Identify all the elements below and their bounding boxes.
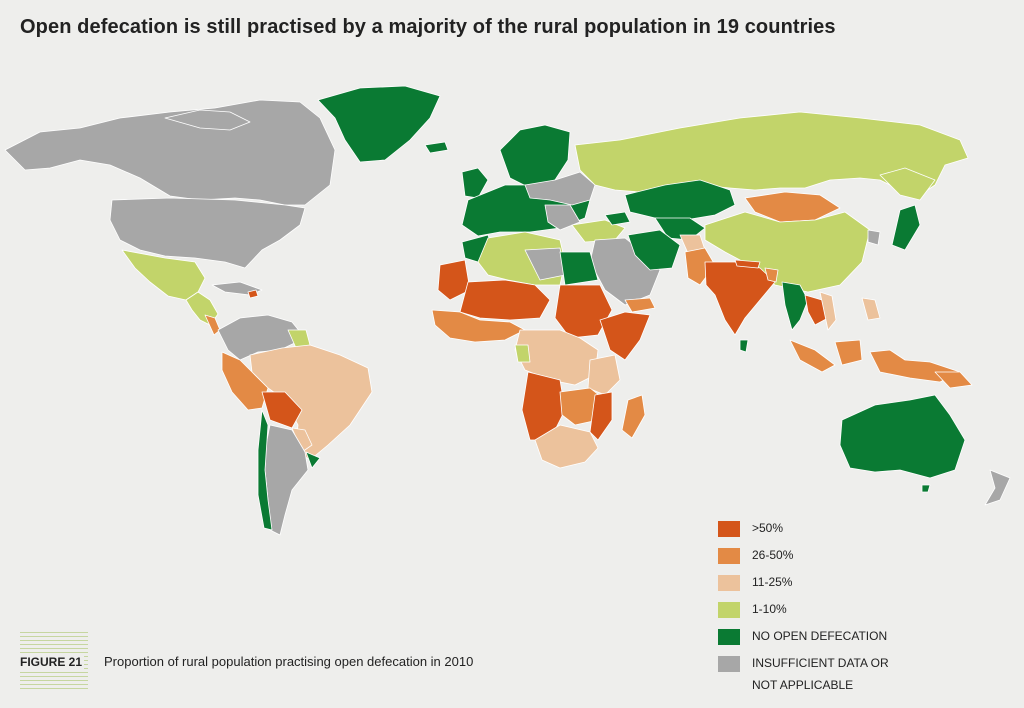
legend-item: NO OPEN DEFECATION: [718, 627, 1018, 647]
region-mozambique: [589, 391, 613, 441]
legend-item: 11-25%: [718, 573, 1018, 593]
legend-label: 1-10%: [752, 602, 787, 616]
region-madagascar: [621, 394, 646, 439]
region-chile: [257, 409, 273, 531]
figure-number: FIGURE 21: [20, 655, 85, 669]
region-bangladesh: [764, 267, 779, 283]
region-russia-east: [879, 167, 936, 201]
region-borneo: [834, 339, 863, 366]
region-kenya-tanzania: [587, 354, 621, 396]
legend-label: >50%: [752, 521, 784, 535]
legend-swatch: [718, 521, 740, 537]
region-caucasus: [604, 211, 631, 226]
region-china: [704, 211, 871, 293]
region-central-america-south: [204, 314, 221, 336]
region-sri-lanka: [739, 339, 749, 353]
legend-label: NO OPEN DEFECATION: [752, 629, 888, 643]
legend-label: 26-50%: [752, 548, 794, 562]
region-western-sahara: [437, 259, 471, 301]
region-scandinavia: [499, 124, 571, 189]
region-arctic-islands: [164, 109, 251, 131]
region-greenland: [317, 85, 441, 163]
legend-item: 1-10%: [718, 600, 1018, 620]
region-uruguay: [305, 451, 321, 469]
region-japan: [891, 204, 921, 251]
region-north-korea: [867, 229, 881, 246]
region-indonesia-west: [789, 339, 836, 373]
legend-item: INSUFFICIENT DATA OR NOT APPLICABLE: [718, 654, 1018, 694]
region-usa: [109, 197, 306, 269]
region-alaska-canada: [4, 99, 336, 206]
region-papua-new-guinea: [934, 371, 973, 389]
legend-label: INSUFFICIENT DATA OR: [752, 656, 889, 670]
page-title: Open defecation is still practised by a …: [20, 16, 836, 38]
legend-swatch: [718, 629, 740, 645]
region-bolivia: [261, 391, 303, 429]
region-iceland: [424, 141, 449, 154]
legend-swatch: [718, 656, 740, 672]
legend-swatch: [718, 548, 740, 564]
region-mongolia: [744, 191, 841, 223]
region-philippines: [861, 297, 881, 321]
region-kazakhstan: [624, 179, 736, 221]
figure-caption: Proportion of rural population practisin…: [104, 654, 474, 669]
region-new-zealand: [984, 469, 1011, 506]
region-myanmar-thailand: [781, 281, 809, 331]
region-sudan: [554, 284, 613, 339]
legend-label-line2: NOT APPLICABLE: [752, 678, 854, 692]
region-southern-africa: [534, 424, 599, 469]
region-iran: [627, 229, 681, 271]
region-australia: [839, 394, 966, 479]
legend-label: 11-25%: [752, 575, 793, 589]
region-ecuador-peru: [221, 351, 269, 411]
region-colombia-venezuela: [217, 314, 306, 361]
region-turkey: [571, 219, 626, 243]
region-egypt: [559, 251, 599, 286]
legend-item: 26-50%: [718, 546, 1018, 566]
region-nepal: [734, 259, 761, 269]
region-india: [704, 261, 776, 336]
region-gabon: [514, 344, 531, 363]
legend-swatch: [718, 602, 740, 618]
legend-swatch: [718, 575, 740, 591]
region-tasmania: [921, 484, 931, 493]
region-vietnam: [819, 291, 837, 331]
region-uk-ireland: [461, 167, 489, 199]
region-haiti: [247, 289, 259, 299]
region-west-africa: [431, 309, 526, 343]
region-mali-niger: [459, 279, 551, 321]
region-ethiopia-somalia: [599, 311, 651, 361]
region-eastern-europe: [524, 171, 596, 206]
region-yemen: [624, 297, 656, 313]
region-balkans: [544, 204, 581, 231]
legend-item: >50%: [718, 519, 1018, 539]
